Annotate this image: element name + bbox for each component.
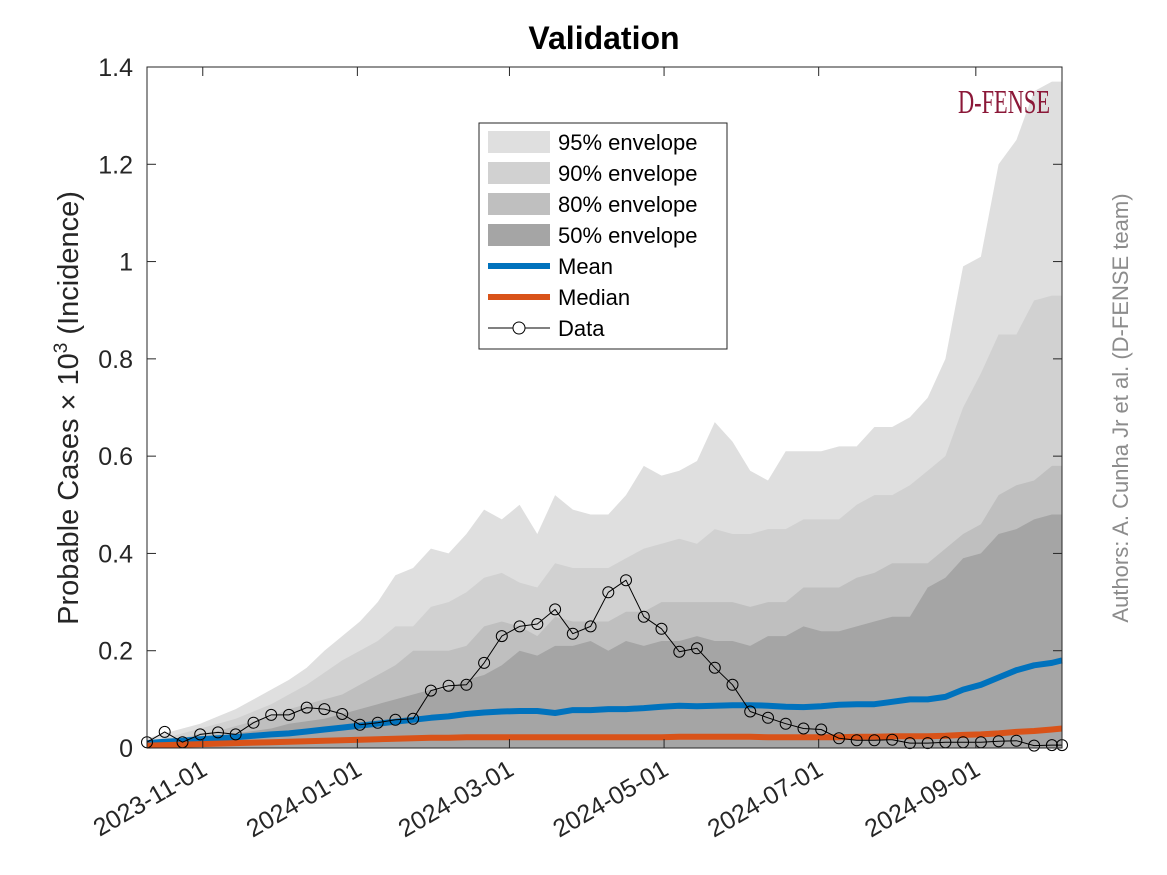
x-tick-label: 2024-05-01 xyxy=(548,755,673,843)
data-point xyxy=(247,716,260,729)
data-point xyxy=(158,725,171,738)
data-point xyxy=(531,618,544,630)
legend-label-90-envelope: 90% envelope xyxy=(558,161,697,186)
data-point xyxy=(371,716,384,729)
legend-swatch-50-envelope xyxy=(488,224,550,246)
legend: 95% envelope 90% envelope 80% envelope 50% … xyxy=(478,122,728,350)
data-point xyxy=(407,712,420,725)
data-point xyxy=(353,718,366,731)
chart-title: Validation xyxy=(528,20,679,56)
y-axis-label-exponent: 3 xyxy=(51,343,72,354)
envelope-layer xyxy=(147,81,1062,749)
data-point xyxy=(1045,739,1058,752)
data-point xyxy=(265,708,278,721)
data-point xyxy=(637,610,650,623)
data-point xyxy=(833,732,845,745)
data-point xyxy=(673,645,686,658)
plot-area-frame xyxy=(146,66,1063,749)
data-point xyxy=(1010,734,1023,747)
data-point xyxy=(655,622,668,635)
data-point xyxy=(584,620,597,633)
series-layer xyxy=(141,574,1068,752)
data-point xyxy=(886,733,899,746)
legend-label-80-envelope: 80% envelope xyxy=(558,192,697,217)
y-tick-label: 1 xyxy=(119,249,133,277)
data-point xyxy=(797,722,810,735)
legend-swatch-90-envelope xyxy=(488,162,550,184)
data-point xyxy=(726,678,739,691)
y-tick-label: 0 xyxy=(119,735,133,763)
legend-label-95-envelope: 95% envelope xyxy=(558,130,697,155)
x-tick-label: 2023-11-01 xyxy=(89,755,212,842)
data-point xyxy=(691,642,703,655)
y-tick-label: 0.2 xyxy=(98,638,133,666)
x-tick-label: 2024-01-01 xyxy=(242,755,367,843)
data-point xyxy=(478,656,491,669)
authors-note: Authors: A. Cunha Jr et al. (D-FENSE tea… xyxy=(1108,193,1133,622)
data-point xyxy=(868,734,881,747)
data-point xyxy=(194,728,207,741)
x-tick-label: 2024-07-01 xyxy=(703,755,828,843)
data-point xyxy=(282,708,295,721)
y-tick-label: 1.2 xyxy=(98,151,133,179)
data-point xyxy=(708,661,721,674)
data-point xyxy=(850,734,863,747)
y-axis: 0 0.2 0.4 0.6 0.8 1 1.2 1.4 xyxy=(98,54,1062,763)
y-tick-label: 0.6 xyxy=(98,443,133,471)
y-axis-label-prefix: Probable Cases × 10 xyxy=(53,353,85,625)
data-point xyxy=(762,711,774,724)
legend-label-mean: Mean xyxy=(558,254,613,279)
data-point xyxy=(992,735,1005,748)
x-tick-label: 2024-09-01 xyxy=(860,755,985,843)
series-line-median xyxy=(146,725,1063,749)
legend-label-50-envelope: 50% envelope xyxy=(558,223,697,248)
y-tick-label: 0.8 xyxy=(98,346,133,374)
data-point xyxy=(229,728,242,741)
data-point xyxy=(336,708,349,720)
data-point xyxy=(389,713,402,726)
brand-logo: D-FENSE xyxy=(958,84,1050,121)
data-point xyxy=(779,717,792,730)
data-point xyxy=(318,703,331,716)
data-point xyxy=(495,630,508,643)
data-point xyxy=(602,586,615,599)
envelope-50-envelope xyxy=(147,514,1062,748)
data-point xyxy=(744,705,757,718)
data-point xyxy=(1028,739,1041,752)
legend-label-data: Data xyxy=(558,316,605,341)
data-point xyxy=(212,726,224,739)
y-axis-label: Probable Cases × 103 (Incidence) xyxy=(51,191,85,625)
y-axis-label-suffix: (Incidence) xyxy=(53,191,85,343)
data-point xyxy=(424,684,437,697)
data-point xyxy=(300,701,313,714)
data-point xyxy=(549,603,562,616)
legend-swatch-80-envelope xyxy=(488,193,550,215)
y-tick-label: 1.4 xyxy=(98,54,133,82)
legend-swatch-95-envelope xyxy=(488,131,550,153)
data-point xyxy=(442,679,455,692)
legend-label-median: Median xyxy=(558,285,630,310)
data-point xyxy=(815,723,828,736)
data-point xyxy=(460,678,473,691)
y-tick-label: 0.4 xyxy=(98,540,133,568)
data-point xyxy=(566,627,579,640)
series-line-mean xyxy=(146,657,1063,747)
data-point xyxy=(620,574,632,587)
data-point xyxy=(903,737,916,750)
data-point xyxy=(513,620,526,633)
x-tick-label: 2024-03-01 xyxy=(394,755,519,843)
legend-marker xyxy=(512,321,526,335)
data-point xyxy=(921,737,934,750)
